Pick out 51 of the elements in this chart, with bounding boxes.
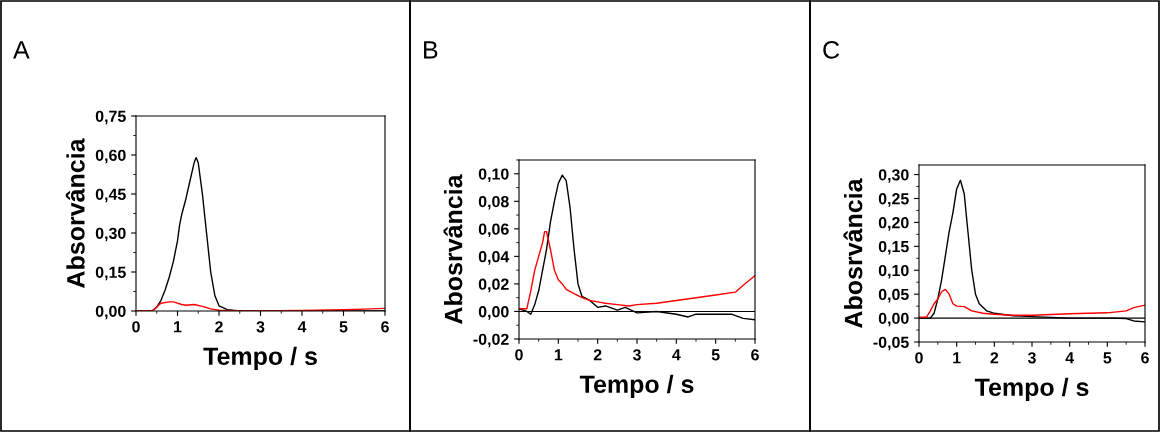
x-tick-label: 3 — [1027, 352, 1036, 364]
y-tick-label: 0,10 — [878, 264, 909, 279]
x-tick-label: 0 — [515, 349, 523, 361]
y-tick-label: 0,45 — [95, 188, 126, 203]
y-axis-title: Abosrvância — [843, 178, 863, 328]
x-tick-label: 1 — [953, 352, 961, 364]
x-tick-label: 0 — [132, 321, 140, 333]
x-tick-label: 0 — [915, 352, 923, 364]
y-tick-label: -0,05 — [873, 336, 909, 351]
y-tick-label: -0,02 — [473, 333, 509, 348]
chart-title: C — [823, 41, 840, 59]
x-tick-label: 2 — [593, 349, 602, 361]
x-axis-title: Tempo / s — [579, 374, 694, 399]
x-tick-label: 4 — [672, 349, 681, 361]
y-tick-label: 0,15 — [95, 266, 126, 281]
chart-title: B — [424, 41, 438, 59]
y-tick-label: 0,15 — [878, 240, 909, 255]
x-tick-label: 2 — [990, 352, 999, 364]
y-tick-label: 0,00 — [878, 312, 909, 327]
y-tick-label: 0,30 — [878, 169, 909, 183]
x-tick-label: 6 — [381, 321, 389, 333]
x-axis-title: Tempo / s — [974, 377, 1089, 402]
x-tick-label: 4 — [1065, 352, 1075, 364]
y-tick-label: 0,25 — [878, 193, 909, 207]
x-tick-label: 2 — [215, 321, 223, 333]
y-tick-label: 0,05 — [878, 288, 909, 303]
y-axis-title: Abosrvância — [443, 174, 463, 324]
y-tick-label: 0,00 — [478, 306, 509, 320]
x-tick-label: 3 — [256, 321, 265, 333]
x-tick-label: 1 — [174, 321, 182, 333]
x-tick-label: 6 — [1141, 352, 1149, 364]
x-tick-label: 5 — [711, 349, 720, 361]
y-tick-label: 0,10 — [478, 168, 509, 183]
y-tick-label: 0,20 — [878, 217, 909, 231]
y-tick-label: 0,00 — [95, 305, 126, 320]
x-tick-label: 5 — [1103, 352, 1112, 364]
y-tick-label: 0,04 — [478, 251, 510, 265]
y-axis-title: Absorvância — [65, 138, 85, 288]
x-tick-label: 5 — [339, 321, 348, 333]
chart-title: A — [13, 41, 30, 59]
y-tick-label: 0,75 — [95, 110, 126, 125]
y-tick-label: 0,02 — [478, 278, 509, 293]
x-tick-label: 1 — [554, 349, 563, 361]
x-tick-label: 3 — [632, 349, 641, 361]
x-tick-label: 4 — [297, 321, 307, 333]
y-tick-label: 0,06 — [478, 223, 509, 238]
x-tick-label: 6 — [751, 349, 759, 361]
y-tick-label: 0,60 — [95, 149, 126, 164]
y-tick-label: 0,30 — [95, 227, 126, 242]
y-tick-label: 0,08 — [478, 195, 509, 210]
x-axis-title: Tempo / s — [203, 346, 317, 371]
